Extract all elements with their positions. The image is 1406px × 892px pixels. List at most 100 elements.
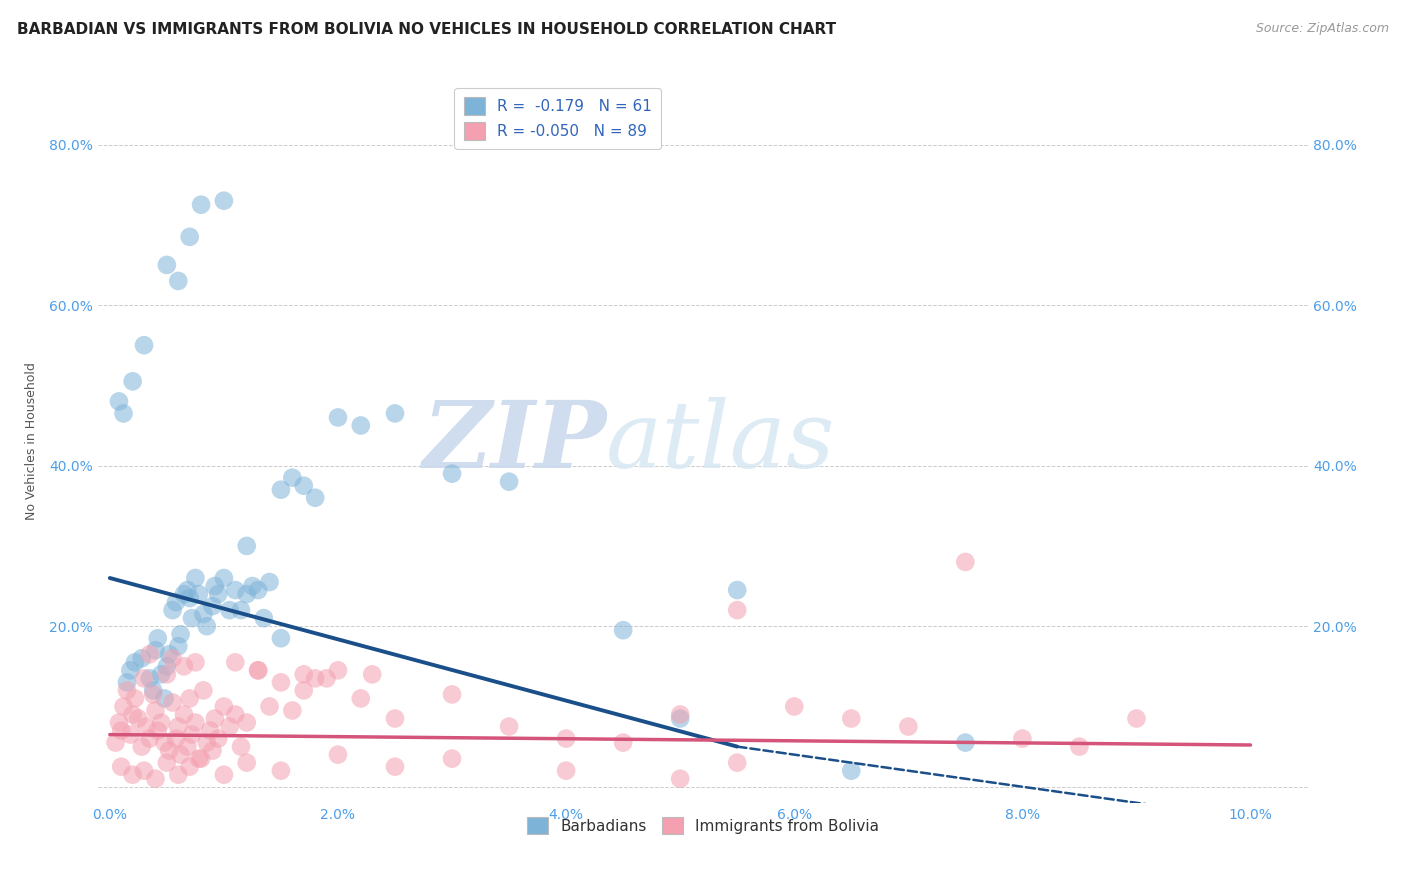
Point: [162, 651, 184, 665]
Point: [193, 607, 215, 621]
Point: [1069, 739, 1091, 754]
Point: [384, 760, 406, 774]
Point: [270, 483, 292, 497]
Point: [176, 583, 198, 598]
Point: [783, 699, 806, 714]
Point: [169, 747, 191, 762]
Point: [839, 764, 862, 778]
Point: [131, 739, 153, 754]
Point: [292, 667, 315, 681]
Point: [187, 587, 209, 601]
Point: [270, 675, 292, 690]
Text: Source: ZipAtlas.com: Source: ZipAtlas.com: [1256, 22, 1389, 36]
Point: [153, 691, 176, 706]
Point: [139, 648, 162, 662]
Point: [201, 599, 224, 614]
Point: [235, 756, 257, 770]
Point: [204, 579, 226, 593]
Point: [145, 772, 167, 786]
Point: [259, 574, 281, 589]
Point: [181, 728, 204, 742]
Point: [124, 691, 146, 706]
Point: [441, 467, 464, 481]
Point: [142, 683, 165, 698]
Point: [108, 715, 131, 730]
Point: [169, 627, 191, 641]
Point: [110, 760, 132, 774]
Point: [725, 756, 748, 770]
Legend: Barbadians, Immigrants from Bolivia: Barbadians, Immigrants from Bolivia: [519, 809, 887, 842]
Point: [555, 764, 578, 778]
Point: [212, 571, 235, 585]
Point: [115, 675, 138, 690]
Point: [104, 735, 127, 749]
Point: [247, 664, 270, 678]
Point: [145, 643, 167, 657]
Point: [132, 671, 155, 685]
Point: [135, 719, 157, 733]
Point: [204, 712, 226, 726]
Point: [281, 703, 304, 717]
Point: [179, 229, 201, 244]
Point: [229, 603, 252, 617]
Point: [145, 703, 167, 717]
Point: [441, 751, 464, 765]
Point: [281, 470, 304, 484]
Point: [253, 611, 276, 625]
Point: [224, 583, 246, 598]
Point: [218, 603, 240, 617]
Point: [669, 712, 692, 726]
Point: [361, 667, 384, 681]
Point: [207, 587, 229, 601]
Point: [184, 715, 207, 730]
Y-axis label: No Vehicles in Household: No Vehicles in Household: [25, 363, 38, 520]
Point: [207, 731, 229, 746]
Point: [167, 639, 190, 653]
Point: [1125, 712, 1147, 726]
Point: [179, 760, 201, 774]
Point: [725, 603, 748, 617]
Point: [242, 579, 264, 593]
Point: [176, 739, 198, 754]
Point: [441, 687, 464, 701]
Point: [190, 751, 212, 765]
Point: [612, 623, 634, 637]
Point: [955, 735, 977, 749]
Point: [132, 338, 155, 352]
Point: [121, 767, 143, 781]
Point: [127, 712, 149, 726]
Point: [187, 751, 209, 765]
Point: [270, 764, 292, 778]
Point: [218, 719, 240, 733]
Point: [162, 603, 184, 617]
Point: [110, 723, 132, 738]
Point: [839, 712, 862, 726]
Point: [146, 632, 169, 646]
Point: [201, 744, 224, 758]
Point: [190, 197, 212, 211]
Point: [184, 571, 207, 585]
Text: ZIP: ZIP: [422, 397, 606, 486]
Point: [124, 655, 146, 669]
Point: [120, 728, 142, 742]
Point: [184, 655, 207, 669]
Point: [350, 691, 373, 706]
Point: [195, 735, 218, 749]
Point: [131, 651, 153, 665]
Point: [179, 691, 201, 706]
Point: [292, 478, 315, 492]
Point: [224, 707, 246, 722]
Point: [669, 707, 692, 722]
Point: [304, 671, 326, 685]
Point: [157, 648, 180, 662]
Point: [156, 659, 179, 673]
Point: [897, 719, 920, 733]
Point: [212, 194, 235, 208]
Point: [108, 394, 131, 409]
Point: [259, 699, 281, 714]
Point: [167, 719, 190, 733]
Text: BARBADIAN VS IMMIGRANTS FROM BOLIVIA NO VEHICLES IN HOUSEHOLD CORRELATION CHART: BARBADIAN VS IMMIGRANTS FROM BOLIVIA NO …: [17, 22, 837, 37]
Point: [121, 374, 143, 388]
Point: [304, 491, 326, 505]
Point: [173, 659, 195, 673]
